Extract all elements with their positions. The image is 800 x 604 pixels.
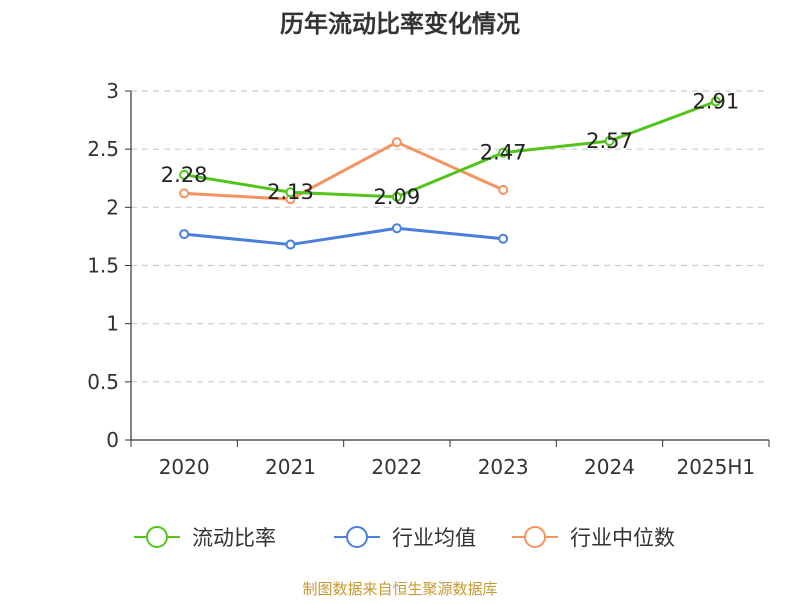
legend-marker [146, 526, 168, 548]
legend-label: 流动比率 [192, 526, 276, 550]
x-tick-label: 2020 [159, 455, 210, 479]
y-tick-label: 0.5 [87, 370, 119, 394]
x-tick-label: 2024 [584, 455, 635, 479]
legend-label: 行业均值 [392, 526, 476, 550]
data-point [391, 223, 402, 234]
y-tick-label: 2.5 [87, 137, 119, 161]
y-tick-label: 1.5 [87, 254, 119, 278]
legend: 流动比率 行业均值 行业中位数 [134, 526, 675, 550]
data-point [391, 191, 402, 202]
series-line [184, 140, 504, 201]
grid-layer [131, 90, 769, 383]
y-tick-label: 2 [106, 195, 119, 219]
x-tick-label: 2021 [265, 455, 316, 479]
x-tick-label: 2025H1 [676, 455, 755, 479]
data-point [498, 147, 509, 158]
data-point [285, 187, 296, 198]
series-line [184, 226, 504, 247]
legend-label: 行业中位数 [570, 526, 675, 550]
y-tick-label: 0 [106, 428, 119, 452]
data-point [179, 229, 190, 240]
legend-marker [524, 526, 546, 548]
data-label: 2.91 [692, 89, 739, 113]
series-line [183, 100, 717, 199]
data-point [179, 188, 190, 199]
data-label: 2.47 [480, 141, 527, 165]
data-point [604, 136, 615, 147]
x-tick-label: 2023 [478, 455, 529, 479]
legend-marker [346, 526, 368, 548]
data-label-layer: 2.28 2.13 2.09 2.47 2.57 2.91 [161, 89, 739, 208]
chart-title: 历年流动比率变化情况 [280, 10, 520, 38]
data-point [498, 184, 509, 195]
source-note: 制图数据来自恒生聚源数据库 [302, 580, 497, 598]
data-point [710, 96, 721, 107]
series-layer [179, 96, 721, 250]
x-tick-label: 2022 [371, 455, 422, 479]
data-point [498, 233, 509, 244]
data-label: 2.13 [267, 180, 314, 204]
y-tick-label: 3 [106, 79, 119, 103]
data-label: 2.57 [586, 129, 633, 153]
data-point [285, 239, 296, 250]
axis-layer: 0 0.5 1 1.5 2 2.5 3 2020 2021 2022 2023 2024 2025H1 [87, 79, 770, 479]
data-label: 2.09 [373, 185, 420, 209]
data-point [391, 137, 402, 148]
y-tick-label: 1 [106, 312, 119, 336]
data-point [179, 169, 190, 180]
data-label: 2.28 [161, 163, 208, 187]
